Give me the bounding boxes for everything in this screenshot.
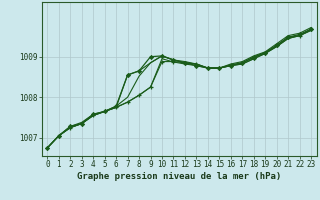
X-axis label: Graphe pression niveau de la mer (hPa): Graphe pression niveau de la mer (hPa): [77, 172, 281, 181]
